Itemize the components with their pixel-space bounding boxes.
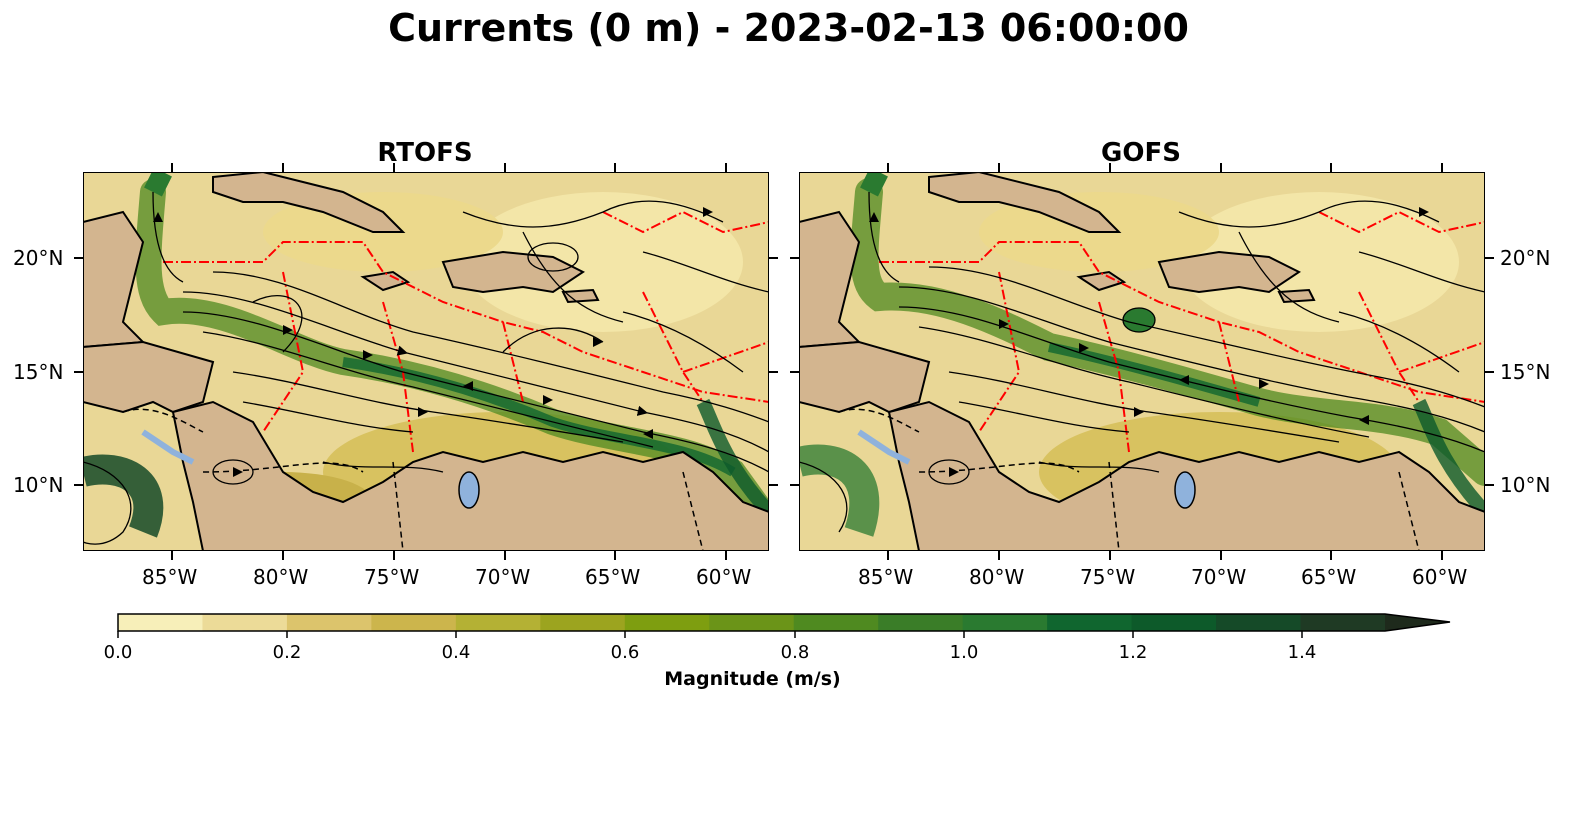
- lon-tick-label: 60°W: [1412, 565, 1468, 589]
- colorbar-tick-label: 1.0: [949, 642, 979, 663]
- lat-tick-label: 20°N: [1500, 246, 1551, 270]
- colorbar-segment: [455, 614, 541, 631]
- lon-tick-label: 75°W: [1080, 565, 1136, 589]
- lon-tick-label: 65°W: [1301, 565, 1357, 589]
- colorbar-tick-label: 0.2: [272, 642, 302, 663]
- colorbar-label: Magnitude (m/s): [664, 668, 841, 690]
- colorbar-segment: [1047, 614, 1133, 631]
- figure-title: Currents (0 m) - 2023-02-13 06:00:00: [388, 6, 1189, 50]
- colorbar-segment: [118, 614, 203, 631]
- lon-tick-label: 70°W: [475, 565, 531, 589]
- colorbar-segment: [624, 614, 710, 631]
- lat-tick-label: 20°N: [13, 246, 64, 270]
- colorbar-tick-label: 1.4: [1287, 642, 1317, 663]
- panel-title-gofs: GOFS: [1101, 138, 1181, 168]
- colorbar-tick-label: 1.2: [1118, 642, 1148, 663]
- lat-tick-label: 10°N: [13, 473, 64, 497]
- lon-tick-label: 70°W: [1191, 565, 1247, 589]
- colorbar-tick-label: 0.8: [780, 642, 810, 663]
- panel-title-rtofs: RTOFS: [377, 138, 473, 168]
- colorbar-segment: [540, 614, 626, 631]
- lon-tick-label: 60°W: [696, 565, 752, 589]
- lon-tick-label: 80°W: [969, 565, 1025, 589]
- colorbar-tick-label: 0.6: [610, 642, 640, 663]
- lon-tick-label: 80°W: [253, 565, 309, 589]
- colorbar-segment: [1131, 614, 1217, 631]
- colorbar-segment: [286, 614, 372, 631]
- colorbar-segment: [371, 614, 457, 631]
- lon-tick-label: 85°W: [142, 565, 198, 589]
- colorbar-extend-arrow: [1385, 614, 1450, 631]
- map-panel-gofs: [799, 172, 1485, 551]
- lat-tick-label: 10°N: [1500, 473, 1551, 497]
- colorbar-tick-label: 0.0: [103, 642, 133, 663]
- colorbar-segment: [709, 614, 795, 631]
- colorbar-segment: [1300, 614, 1386, 631]
- colorbar-segment: [1216, 614, 1302, 631]
- lat-tick-label: 15°N: [1500, 360, 1551, 384]
- lat-tick-label: 15°N: [13, 360, 64, 384]
- colorbar-segment: [962, 614, 1048, 631]
- colorbar-tick-label: 0.4: [441, 642, 471, 663]
- lon-tick-label: 75°W: [364, 565, 420, 589]
- lon-tick-label: 65°W: [585, 565, 641, 589]
- colorbar-segment: [878, 614, 964, 631]
- lon-tick-label: 85°W: [858, 565, 914, 589]
- map-panel-rtofs: [83, 172, 769, 551]
- colorbar-segment: [202, 614, 288, 631]
- colorbar-segment: [793, 614, 879, 631]
- colorbar: [117, 613, 1451, 638]
